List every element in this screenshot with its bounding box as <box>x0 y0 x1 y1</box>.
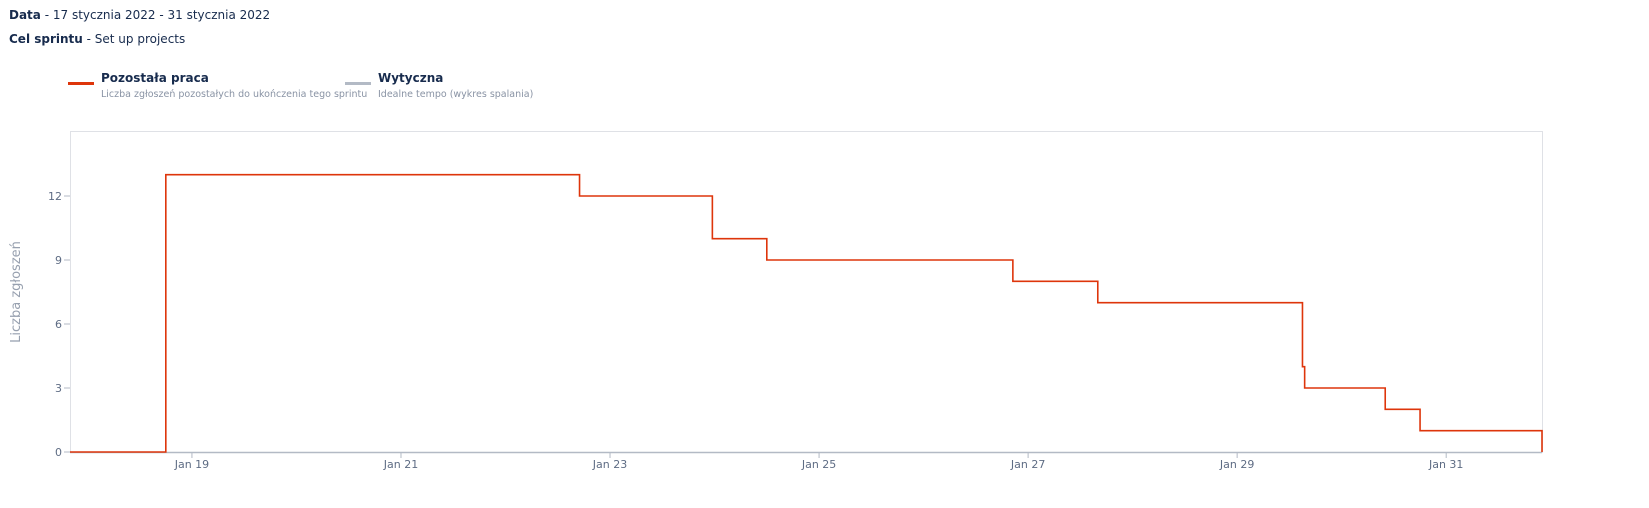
legend-description: Idealne tempo (wykres spalania) <box>378 89 534 100</box>
legend-name: Wytyczna <box>378 71 444 85</box>
date-value: - 17 stycznia 2022 - 31 stycznia 2022 <box>40 8 271 22</box>
date-label: Data <box>9 8 41 22</box>
legend-swatch-guideline <box>345 82 371 85</box>
sprint-date: Data - 17 stycznia 2022 - 31 stycznia 20… <box>9 7 270 23</box>
y-tick-label: 0 <box>55 446 62 459</box>
y-tick-label: 3 <box>55 382 62 395</box>
y-tick-label: 9 <box>55 254 62 267</box>
goal-label: Cel sprintu <box>9 32 83 46</box>
series-line-0 <box>70 173 1543 453</box>
x-tick-label: Jan 19 <box>174 458 209 471</box>
y-axis: 0 3 6 9 12 <box>48 190 70 459</box>
legend-name: Pozostała praca <box>101 71 209 85</box>
plot-frame <box>70 131 1543 453</box>
x-tick-label: Jan 27 <box>1010 458 1045 471</box>
sprint-goal: Cel sprintu - Set up projects <box>9 31 185 47</box>
x-tick-label: Jan 29 <box>1219 458 1254 471</box>
y-axis-label: Liczba zgłoszeń <box>9 241 24 343</box>
series-layer <box>70 173 1543 453</box>
x-axis: Jan 19 Jan 21 Jan 23 Jan 25 Jan 27 Jan 29 Jan … <box>174 452 1463 471</box>
y-tick-label: 6 <box>55 318 62 331</box>
x-tick-label: Jan 23 <box>592 458 627 471</box>
legend-description: Liczba zgłoszeń pozostałych do ukończeni… <box>101 89 368 100</box>
legend-swatch-remaining-work <box>68 82 94 85</box>
x-tick-label: Jan 21 <box>383 458 418 471</box>
x-tick-label: Jan 31 <box>1428 458 1463 471</box>
goal-value: - Set up projects <box>82 32 186 46</box>
y-tick-label: 12 <box>48 190 62 203</box>
x-tick-label: Jan 25 <box>801 458 836 471</box>
